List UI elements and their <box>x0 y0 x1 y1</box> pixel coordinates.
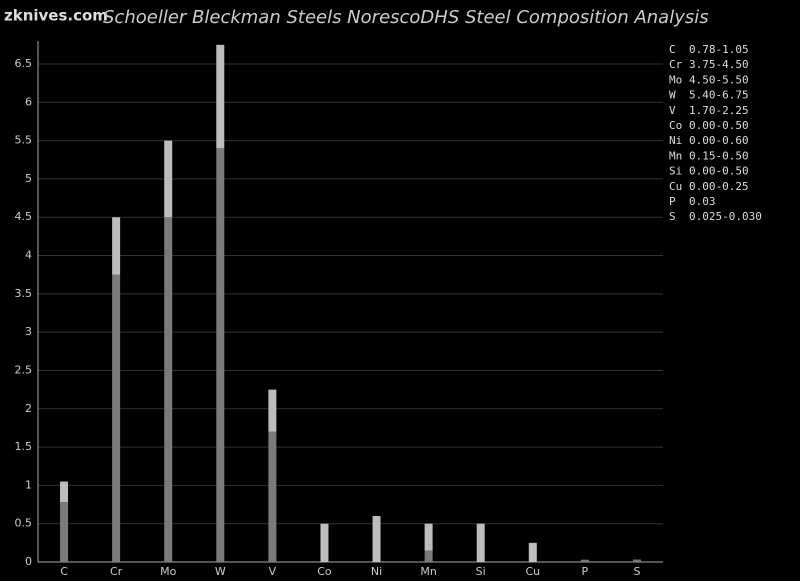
bar-segment <box>580 559 589 562</box>
y-tick-label: 0 <box>25 555 32 568</box>
bar-segment <box>424 523 433 551</box>
legend-element: V <box>669 104 676 117</box>
y-tick-label: 2 <box>25 402 32 415</box>
x-tick-label: Mo <box>160 565 176 578</box>
y-tick-label: 1.5 <box>15 440 33 453</box>
x-tick-label: Si <box>476 565 486 578</box>
legend-range: 0.15-0.50 <box>689 149 749 162</box>
legend-element: Cu <box>669 180 682 193</box>
y-tick-label: 5 <box>25 172 32 185</box>
legend-element: Mo <box>669 73 682 86</box>
legend-range: 0.03 <box>689 195 716 208</box>
y-tick-label: 2.5 <box>15 363 33 376</box>
y-tick-label: 4.5 <box>15 210 33 223</box>
bar-segment <box>424 550 433 562</box>
y-tick-label: 6 <box>25 95 32 108</box>
legend-range: 0.00-0.25 <box>689 180 749 193</box>
bar-segment <box>216 44 225 149</box>
legend-element: W <box>669 89 676 102</box>
bar-segment <box>60 481 69 503</box>
x-tick-label: Co <box>317 565 332 578</box>
y-tick-label: 6.5 <box>15 57 33 70</box>
legend-element: Cr <box>669 58 683 71</box>
y-tick-label: 1 <box>25 478 32 491</box>
legend-element: Si <box>669 165 682 178</box>
y-tick-label: 4 <box>25 249 32 262</box>
legend-range: 3.75-4.50 <box>689 58 749 71</box>
x-tick-label: P <box>582 565 589 578</box>
bar-segment <box>268 431 277 562</box>
x-tick-label: S <box>633 565 640 578</box>
y-tick-label: 3.5 <box>15 287 33 300</box>
bar-segment <box>60 502 69 562</box>
legend-element: S <box>669 210 676 223</box>
bar-segment <box>320 523 329 562</box>
bar-segment <box>528 542 537 562</box>
legend-element: C <box>669 43 676 56</box>
bar-segment <box>164 140 173 218</box>
legend-element: P <box>669 195 676 208</box>
x-tick-label: W <box>215 565 226 578</box>
y-tick-label: 5.5 <box>15 134 33 147</box>
legend-range: 0.00-0.50 <box>689 165 749 178</box>
bar-segment <box>112 274 121 562</box>
x-tick-label: Cu <box>525 565 540 578</box>
x-tick-label: V <box>269 565 277 578</box>
chart-title: Schoeller Bleckman Steels NorescoDHS Ste… <box>103 7 709 28</box>
legend-range: 4.50-5.50 <box>689 73 749 86</box>
x-tick-label: C <box>60 565 68 578</box>
bar-segment <box>632 560 641 562</box>
bar-segment <box>268 389 277 432</box>
bar-segment <box>476 523 485 562</box>
bar-segment <box>112 217 121 275</box>
legend-element: Mn <box>669 149 682 162</box>
x-tick-label: Ni <box>371 565 382 578</box>
legend-range: 0.00-0.60 <box>689 134 749 147</box>
legend-range: 0.78-1.05 <box>689 43 749 56</box>
legend-range: 0.00-0.50 <box>689 119 749 132</box>
x-tick-label: Mn <box>420 565 436 578</box>
x-tick-label: Cr <box>110 565 123 578</box>
bar-segment <box>164 217 173 562</box>
legend-range: 1.70-2.25 <box>689 104 749 117</box>
legend-element: Co <box>669 119 682 132</box>
legend-element: Ni <box>669 134 682 147</box>
y-tick-label: 0.5 <box>15 517 33 530</box>
watermark: zknives.com <box>4 7 108 25</box>
bar-segment <box>372 516 381 562</box>
y-tick-label: 3 <box>25 325 32 338</box>
legend-range: 0.025-0.030 <box>689 210 762 223</box>
legend-range: 5.40-6.75 <box>689 89 749 102</box>
bar-segment <box>216 148 225 562</box>
